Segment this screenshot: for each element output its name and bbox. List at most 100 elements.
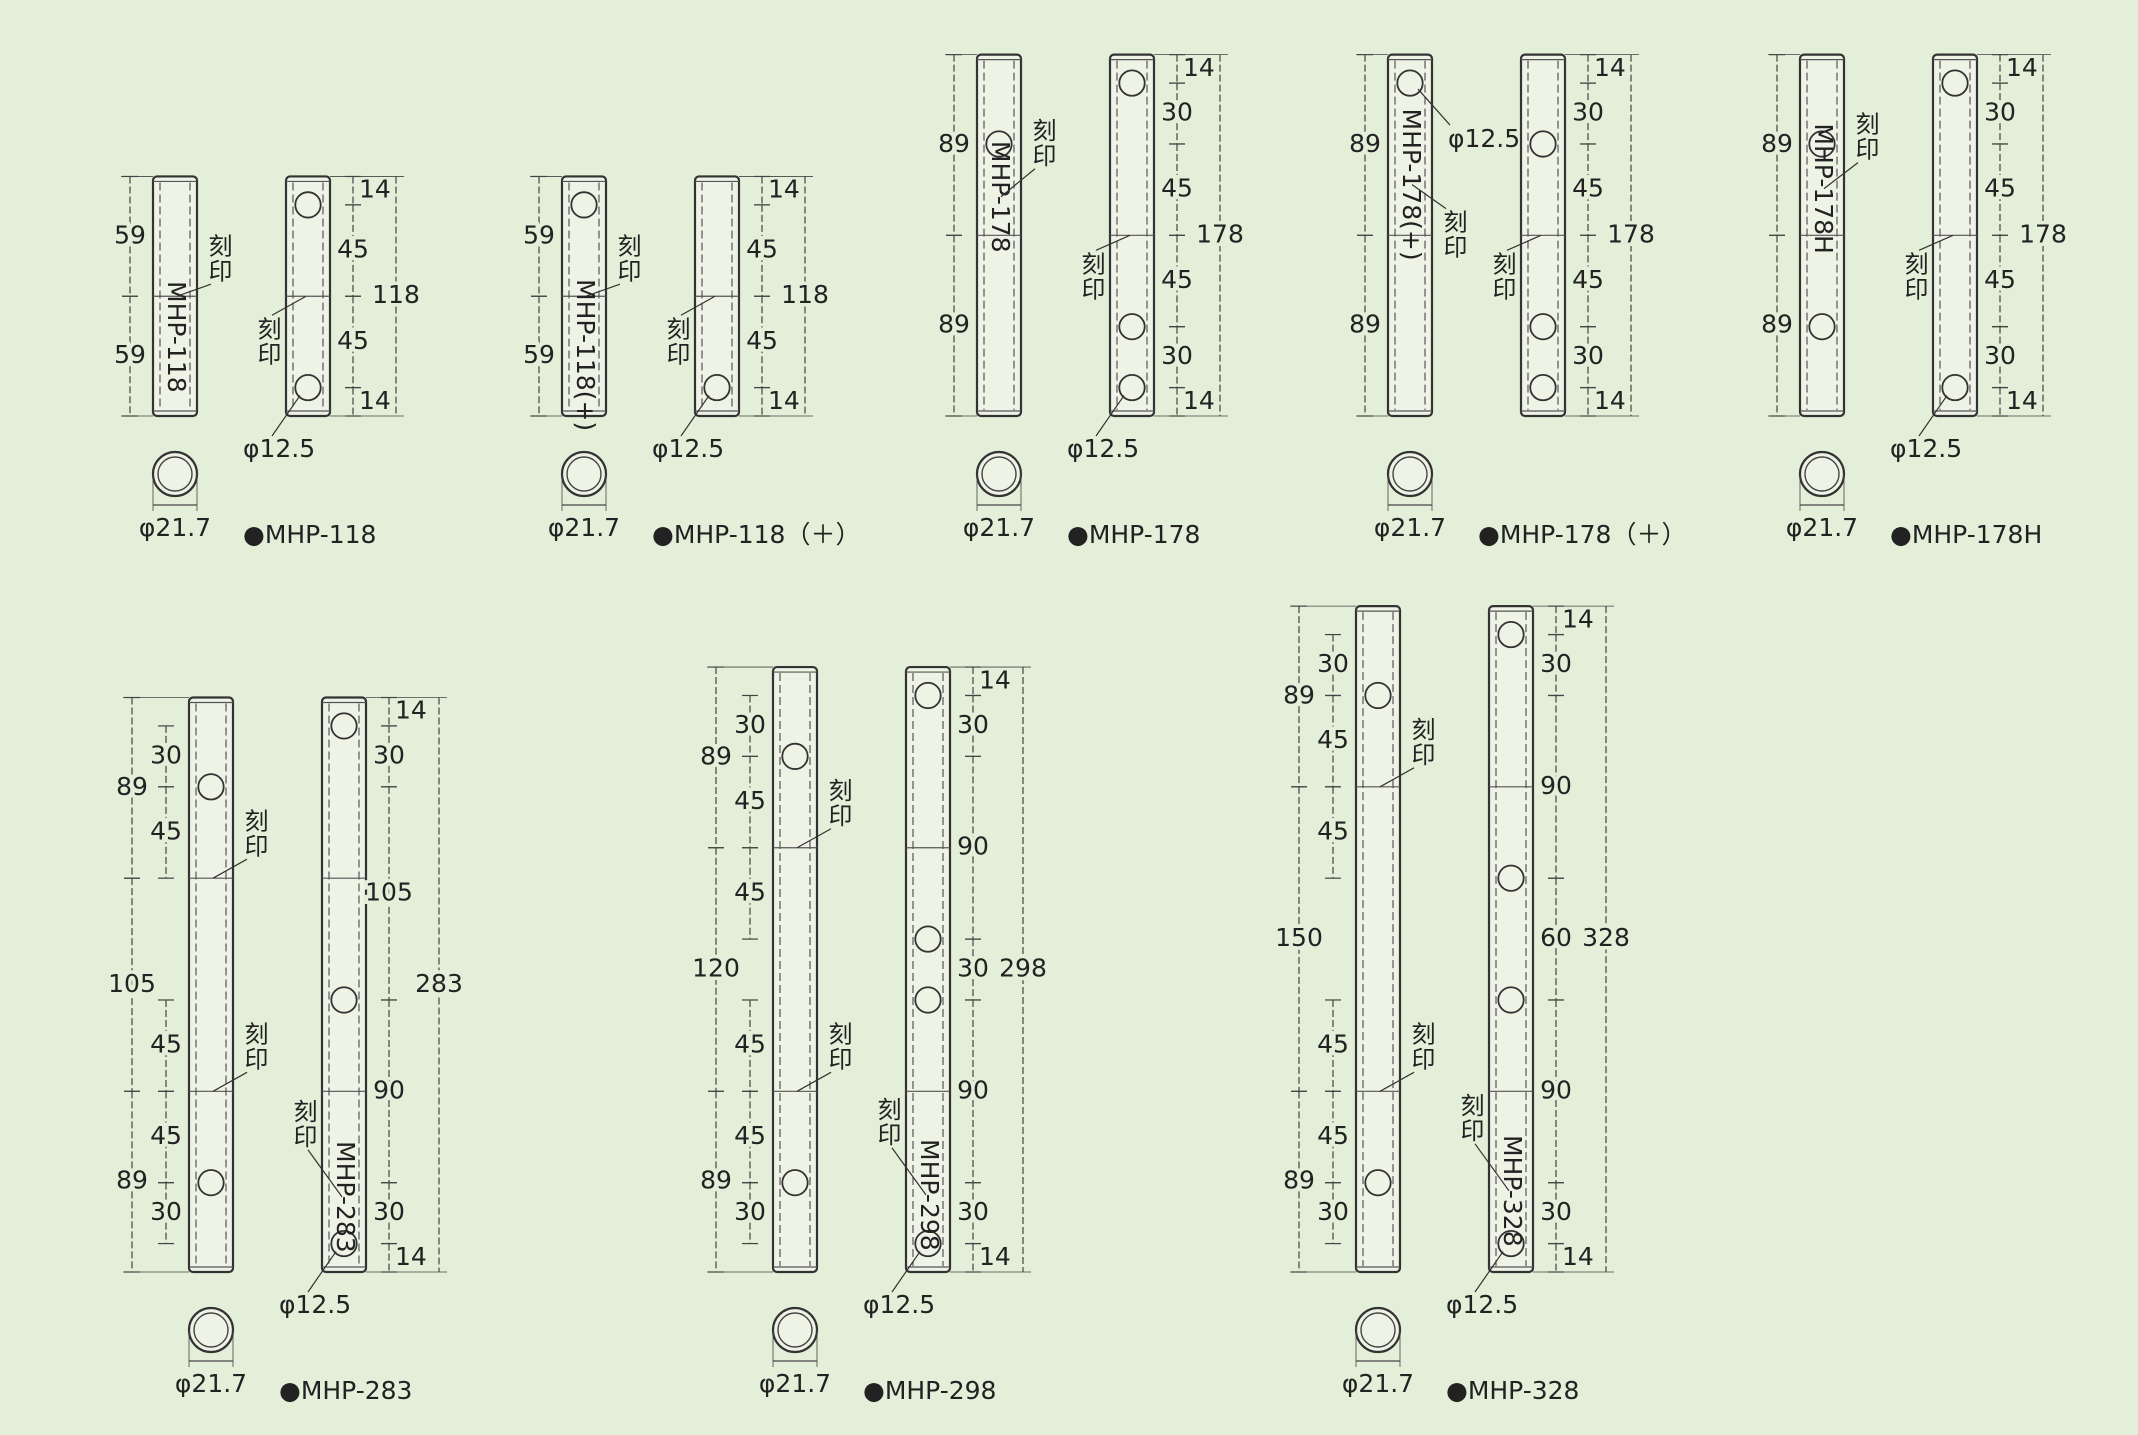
cross-section-inner [981,456,1017,492]
dimension-label: 89 [1349,310,1381,339]
dimension-label: 30 [1984,341,2016,370]
outer-diameter-label: φ21.7 [175,1369,247,1398]
hole-diameter-label: φ12.5 [652,434,724,463]
dimension-label: 30 [373,740,405,769]
total-length-label: 178 [2019,219,2067,248]
stamp-label: 刻印 [824,778,852,828]
stamp-label: 刻印 [824,1021,852,1071]
dimension-label: 45 [1161,174,1193,203]
cross-section-outer [771,1306,819,1354]
hole [1497,1229,1525,1258]
engraving-text: MHP-328 [1498,1135,1527,1247]
engraving-text: MHP-118 [162,281,191,393]
engraving-text: MHP-178H [1809,123,1838,253]
leader-line [891,1147,927,1196]
hole-diameter-label: φ12.5 [243,434,315,463]
hole [330,986,358,1014]
dimension-label: 14 [1562,1242,1594,1271]
dimension-label: 30 [150,1197,182,1226]
dimension-label: 89 [1761,310,1793,339]
model-name: ●MHP-178（＋） [1478,520,1686,549]
total-length-label: 178 [1607,219,1655,248]
cross-section-inner [566,456,602,492]
pin-body [320,696,368,1274]
dimension-label: 89 [700,1166,732,1195]
dimension-label: 30 [1317,1197,1349,1226]
hole [1364,1169,1392,1197]
total-length-label: 283 [415,969,463,998]
dimension-label: 45 [1984,174,2016,203]
leader-line [307,1149,343,1198]
dimension-label: 14 [1562,604,1594,633]
hole [703,373,731,402]
leader-line [1918,395,1948,437]
model-name: ●MHP-283 [279,1376,412,1405]
cross-section-outer [1386,450,1434,498]
dimension-label: 89 [116,772,148,801]
dimension-label: 30 [957,710,989,739]
dimension-label: 30 [150,740,182,769]
dimension-label: 89 [1283,1166,1315,1195]
hole-diameter-label: φ12.5 [1448,124,1520,153]
leader-line [176,283,212,297]
dimension-label: 59 [523,340,555,369]
outer-diameter-label: φ21.7 [1342,1369,1414,1398]
leader-line [1379,1071,1415,1092]
model-name: ●MHP-118 [243,520,376,549]
leader-line [1000,168,1036,198]
dimension-label: 89 [116,1166,148,1195]
leader-line [891,1251,921,1293]
dimension-label: 45 [734,786,766,815]
dimension-label: 30 [1161,98,1193,127]
hole [330,1229,358,1258]
dimension-label: 89 [1761,129,1793,158]
model-name: ●MHP-298 [863,1376,996,1405]
dimension-label: 90 [957,832,989,861]
hole [914,925,942,953]
leader-line [1474,1251,1504,1293]
leader-line [271,295,307,316]
hole [1497,986,1525,1014]
stamp-label: 刻印 [1851,112,1879,162]
stamp-label: 刻印 [1900,251,1928,301]
dimension-label: 120 [692,954,740,983]
cross-section-inner [1392,456,1428,492]
dimension-label: 30 [957,954,989,983]
dimension-label: 30 [1572,98,1604,127]
cross-section-inner [1360,1312,1396,1348]
stamp-label: 刻印 [253,316,281,366]
stamp-label: 刻印 [873,1097,901,1147]
outer-diameter-label: φ21.7 [139,513,211,542]
dimension-label: 59 [523,220,555,249]
leader-line [1095,395,1125,437]
dimension-label: 14 [979,665,1011,694]
model-name: ●MHP-118（＋） [652,520,860,549]
pin-body [1487,605,1535,1274]
dimension-label: 59 [114,220,146,249]
dimension-label: 45 [337,235,369,264]
engraving-text: MHP-118(+) [571,279,600,431]
leader-line [1379,767,1415,788]
dimension-label: 45 [1984,265,2016,294]
hole-diameter-label: φ12.5 [863,1290,935,1319]
dimension-label: 89 [938,129,970,158]
hole [1497,620,1525,649]
hole [1941,69,1969,97]
dimension-label: 45 [734,1121,766,1150]
dimension-label: 30 [734,1197,766,1226]
hole [570,191,598,219]
hole [781,1169,809,1197]
cross-section-inner [157,456,193,492]
dimension-label: 90 [957,1075,989,1104]
dimension-label: 14 [979,1242,1011,1271]
dimension-label: 14 [395,696,427,725]
dimension-label: 45 [1572,265,1604,294]
dimension-label: 45 [1317,1030,1349,1059]
dimension-label: 45 [1317,1121,1349,1150]
leader-line [1918,234,1954,251]
model-name: ●MHP-178H [1890,520,2042,549]
hole [294,373,322,402]
cross-section-inner [193,1312,229,1348]
dimension-label: 14 [1594,53,1626,82]
hole [781,742,809,770]
